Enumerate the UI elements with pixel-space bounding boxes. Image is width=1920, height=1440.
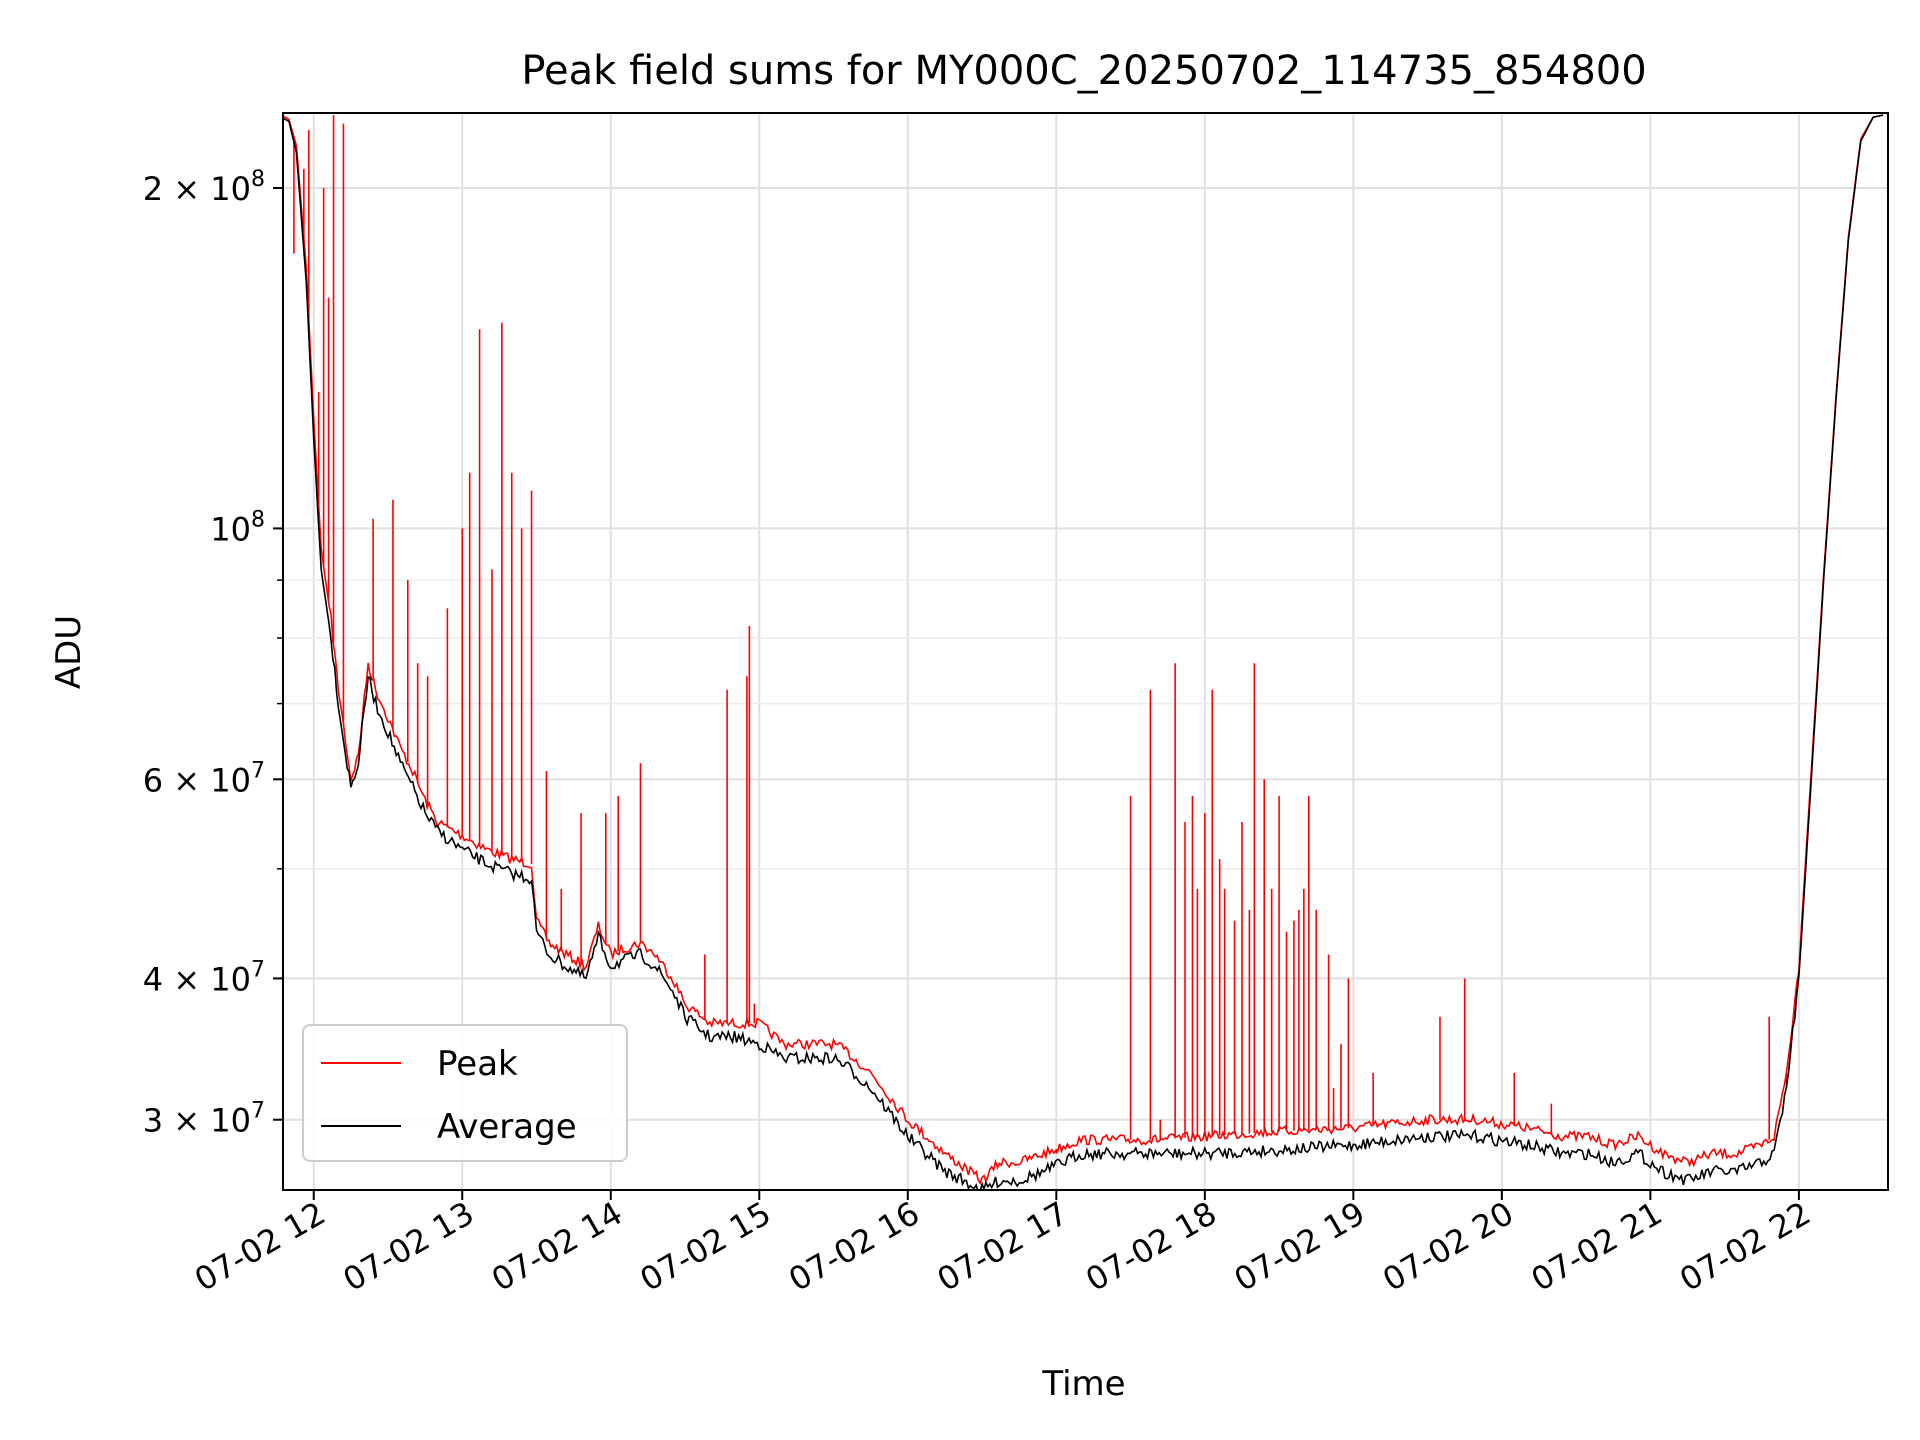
legend: Peak Average <box>302 1024 628 1162</box>
plot-frame <box>282 112 1889 1191</box>
x-axis-label: Time <box>1041 1364 1125 1404</box>
legend-label-average: Average <box>437 1107 577 1147</box>
y-axis-label: ADU <box>49 615 89 689</box>
series-line-average <box>283 114 1884 1190</box>
chart-title: Peak field sums for MY000C_20250702_1147… <box>521 48 1646 94</box>
y-tick-label: 3 × 107 <box>143 1099 265 1140</box>
series-layer <box>283 114 1884 1190</box>
grid-lines <box>283 113 1888 1190</box>
plot-area <box>283 114 1884 1190</box>
series-line-peak <box>283 114 1884 1186</box>
y-tick-label: 2 × 108 <box>143 167 265 208</box>
y-tick-label: 4 × 107 <box>143 957 265 998</box>
y-tick-label: 6 × 107 <box>143 758 265 799</box>
legend-label-peak: Peak <box>437 1044 518 1084</box>
y-tick-label: 108 <box>210 507 265 548</box>
